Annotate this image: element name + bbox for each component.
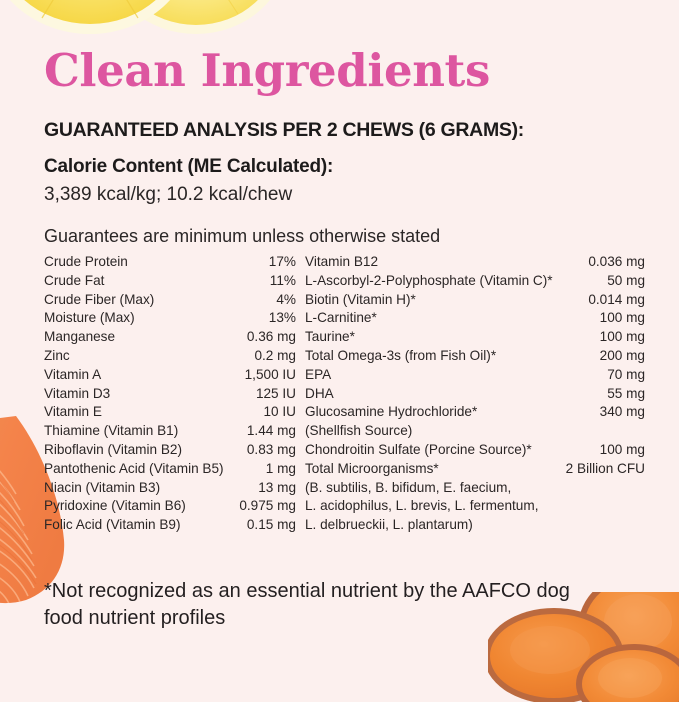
nutrient-table: Crude Protein 17% Crude Fat 11% Crude Fiber … — [44, 253, 645, 535]
nutrient-value: 0.15 mg — [246, 517, 296, 533]
nutrient-row: L-Ascorbyl-2-Polyphosphate (Vitamin C)* 5… — [305, 272, 645, 291]
nutrient-row: Chondroitin Sulfate (Porcine Source)* 100… — [305, 441, 645, 460]
nutrient-row: Glucosamine Hydrochloride* 340 mg — [305, 403, 645, 422]
nutrient-value: 11% — [269, 272, 296, 288]
nutrient-name: Thiamine (Vitamin B1) — [44, 423, 179, 439]
nutrient-row: Vitamin A 1,500 IU — [44, 366, 296, 385]
nutrient-value: 1.44 mg — [246, 423, 296, 439]
nutrient-name: Crude Fat — [44, 272, 105, 288]
nutrient-name: Vitamin A — [44, 366, 102, 382]
nutrient-row: Niacin (Vitamin B3) 13 mg — [44, 479, 296, 498]
nutrient-name: Pyridoxine (Vitamin B6) — [44, 498, 186, 514]
nutrient-value: 100 mg — [599, 329, 645, 345]
nutrient-row: Crude Fat 11% — [44, 272, 296, 291]
nutrient-row: Manganese 0.36 mg — [44, 328, 296, 347]
nutrient-row: Zinc 0.2 mg — [44, 347, 296, 366]
nutrient-name: Vitamin E — [44, 404, 102, 420]
nutrient-value: 50 mg — [607, 272, 645, 288]
nutrient-row: L. delbrueckii, L. plantarum) — [305, 516, 645, 535]
nutrient-row: Vitamin E 10 IU — [44, 403, 296, 422]
nutrient-name: Vitamin D3 — [44, 385, 111, 401]
page-title: Clean Ingredients — [44, 44, 490, 97]
nutrient-name: Moisture (Max) — [44, 310, 135, 326]
nutrient-name: Glucosamine Hydrochloride* — [305, 404, 478, 420]
nutrient-value: 13% — [268, 310, 296, 326]
nutrient-name: L. delbrueckii, L. plantarum) — [305, 517, 473, 533]
nutrient-name: Pantothenic Acid (Vitamin B5) — [44, 460, 224, 476]
nutrient-value: 13 mg — [258, 479, 296, 495]
nutrient-value: 340 mg — [599, 404, 645, 420]
nutrient-name: Niacin (Vitamin B3) — [44, 479, 161, 495]
nutrient-name: DHA — [305, 385, 334, 401]
nutrient-value: 100 mg — [599, 441, 645, 457]
nutrient-row: (Shellfish Source) — [305, 422, 645, 441]
nutrient-name: (B. subtilis, B. bifidum, E. faecium, — [305, 479, 512, 495]
nutrient-value: 125 IU — [255, 385, 296, 401]
nutrient-name: L-Ascorbyl-2-Polyphosphate (Vitamin C)* — [305, 272, 553, 288]
nutrient-row: Thiamine (Vitamin B1) 1.44 mg — [44, 422, 296, 441]
nutrient-row: L. acidophilus, L. brevis, L. fermentum, — [305, 497, 645, 516]
nutrient-row: Vitamin B12 0.036 mg — [305, 253, 645, 272]
nutrient-name: Riboflavin (Vitamin B2) — [44, 441, 183, 457]
nutrient-value: 0.36 mg — [246, 329, 296, 345]
nutrient-name: Total Microorganisms* — [305, 460, 439, 476]
nutrient-row: Pyridoxine (Vitamin B6) 0.975 mg — [44, 497, 296, 516]
nutrient-name: Chondroitin Sulfate (Porcine Source)* — [305, 441, 532, 457]
nutrient-name: EPA — [305, 366, 332, 382]
nutrient-row: Riboflavin (Vitamin B2) 0.83 mg — [44, 441, 296, 460]
nutrient-value: 0.975 mg — [239, 498, 296, 514]
nutrient-row: Moisture (Max) 13% — [44, 309, 296, 328]
nutrient-name: Biotin (Vitamin H)* — [305, 291, 416, 307]
nutrient-name: Crude Protein — [44, 254, 128, 269]
guaranteed-analysis-heading: GUARANTEED ANALYSIS PER 2 CHEWS (6 GRAMS… — [44, 119, 525, 141]
nutrient-name: (Shellfish Source) — [305, 423, 413, 439]
nutrient-value: 0.036 mg — [588, 254, 645, 269]
nutrient-row: Crude Fiber (Max) 4% — [44, 291, 296, 310]
nutrient-name: L-Carnitine* — [305, 310, 377, 326]
nutrient-value: 0.014 mg — [588, 291, 645, 307]
nutrient-value: 200 mg — [599, 347, 645, 363]
nutrient-row: Total Microorganisms* 2 Billion CFU — [305, 460, 645, 479]
nutrient-value: 4% — [276, 291, 296, 307]
nutrient-row: Total Omega-3s (from Fish Oil)* 200 mg — [305, 347, 645, 366]
nutrient-row: Taurine* 100 mg — [305, 328, 645, 347]
nutrient-row: Vitamin D3 125 IU — [44, 385, 296, 404]
nutrient-row: DHA 55 mg — [305, 385, 645, 404]
calorie-content-value: 3,389 kcal/kg; 10.2 kcal/chew — [44, 184, 293, 205]
nutrient-row: Pantothenic Acid (Vitamin B5) 1 mg — [44, 460, 296, 479]
nutrient-column-left: Crude Protein 17% Crude Fat 11% Crude Fiber … — [44, 253, 296, 535]
nutrient-name: Taurine* — [305, 329, 355, 345]
nutrient-row: Biotin (Vitamin H)* 0.014 mg — [305, 291, 645, 310]
nutrient-value: 0.83 mg — [246, 441, 296, 457]
aafco-footnote: *Not recognized as an essential nutrient… — [44, 580, 570, 629]
nutrient-row: L-Carnitine* 100 mg — [305, 309, 645, 328]
calorie-content-heading: Calorie Content (ME Calculated): — [44, 156, 334, 177]
nutrient-name: Total Omega-3s (from Fish Oil)* — [305, 347, 497, 363]
nutrient-name: Vitamin B12 — [305, 254, 379, 269]
nutrient-value: 17% — [268, 254, 296, 269]
nutrient-value: 10 IU — [263, 404, 297, 420]
nutrient-name: Crude Fiber (Max) — [44, 291, 155, 307]
nutrient-name: Zinc — [44, 347, 70, 363]
nutrient-value: 1,500 IU — [244, 366, 296, 382]
nutrient-value: 70 mg — [607, 366, 645, 382]
nutrient-value: 1 mg — [265, 460, 296, 476]
nutrient-row: Folic Acid (Vitamin B9) 0.15 mg — [44, 516, 296, 535]
nutrient-value: 0.2 mg — [254, 347, 296, 363]
nutrient-name: Folic Acid (Vitamin B9) — [44, 517, 181, 533]
nutrient-value: 100 mg — [599, 310, 645, 326]
nutrient-value: 55 mg — [607, 385, 645, 401]
nutrient-name: Manganese — [44, 329, 116, 345]
nutrient-row: (B. subtilis, B. bifidum, E. faecium, — [305, 479, 645, 498]
nutrient-row: Crude Protein 17% — [44, 253, 296, 272]
nutrient-name: L. acidophilus, L. brevis, L. fermentum, — [305, 498, 539, 514]
guarantee-minimum-note: Guarantees are minimum unless otherwise … — [44, 226, 441, 246]
nutrient-value: 2 Billion CFU — [565, 460, 645, 476]
clean-ingredients-label: Clean Ingredients GUARANTEED ANALYSIS PE… — [44, 44, 645, 630]
nutrient-row: EPA 70 mg — [305, 366, 645, 385]
nutrient-column-right: Vitamin B12 0.036 mg L-Ascorbyl-2-Polyphos… — [305, 253, 645, 535]
